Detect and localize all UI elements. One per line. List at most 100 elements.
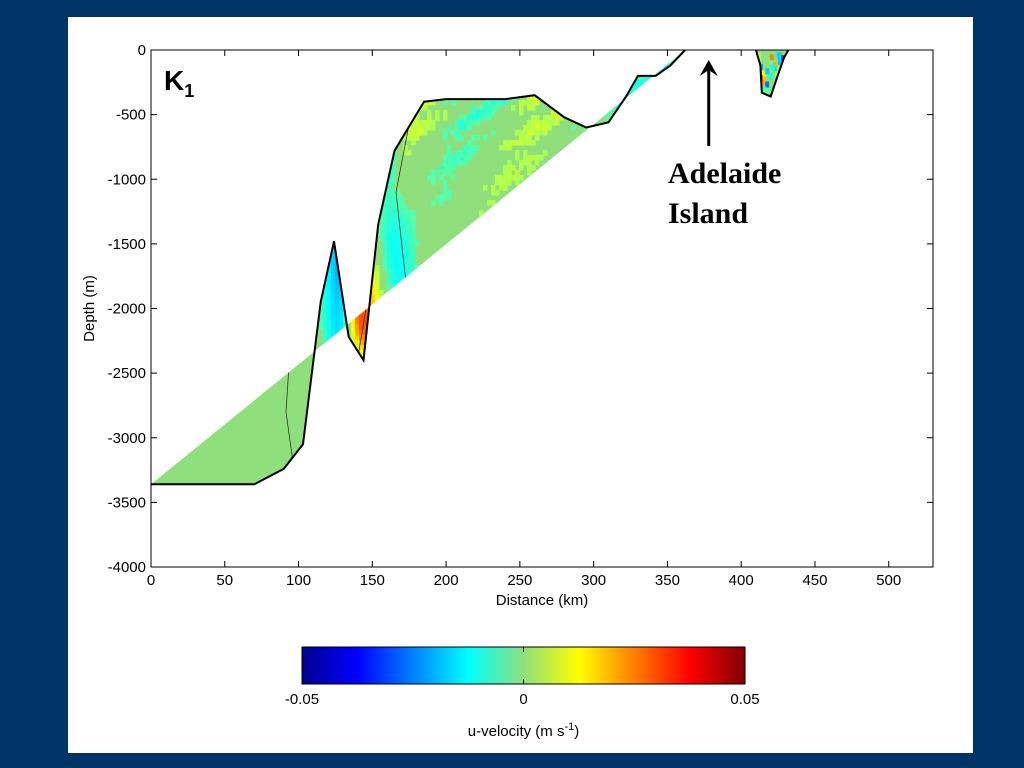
velocity-cell — [603, 50, 608, 56]
velocity-cell — [367, 195, 372, 201]
velocity-cell — [367, 375, 372, 381]
velocity-cell — [443, 180, 448, 186]
velocity-cell — [363, 105, 368, 111]
velocity-cell — [343, 435, 348, 441]
velocity-cell — [765, 81, 770, 88]
velocity-cell — [303, 195, 308, 201]
velocity-cell — [451, 480, 456, 485]
velocity-cell — [495, 60, 500, 66]
velocity-cell — [531, 100, 536, 106]
velocity-cell — [523, 85, 528, 91]
velocity-cell — [519, 160, 524, 166]
velocity-cell — [671, 85, 676, 91]
velocity-cell — [347, 425, 352, 431]
velocity-cell — [303, 75, 308, 81]
velocity-cell — [511, 55, 516, 61]
velocity-cell — [363, 130, 368, 136]
velocity-cell — [355, 185, 360, 191]
velocity-cell — [383, 170, 388, 176]
velocity-cell — [351, 260, 356, 266]
velocity-cell — [359, 285, 364, 291]
velocity-cell — [347, 400, 352, 406]
velocity-cell — [303, 170, 308, 176]
velocity-cell — [395, 435, 400, 441]
velocity-cell — [687, 75, 692, 81]
velocity-cell — [667, 90, 672, 96]
velocity-cell — [271, 165, 276, 171]
velocity-cell — [327, 85, 332, 91]
velocity-cell — [431, 430, 436, 436]
velocity-cell — [607, 210, 612, 216]
velocity-cell — [347, 350, 352, 356]
velocity-cell — [351, 315, 356, 321]
velocity-cell — [535, 115, 540, 121]
velocity-cell — [343, 260, 348, 266]
velocity-cell — [639, 85, 644, 91]
velocity-cell — [387, 200, 392, 206]
velocity-cell — [255, 190, 260, 196]
velocity-cell — [331, 280, 336, 286]
velocity-cell — [411, 455, 416, 461]
velocity-cell — [667, 120, 672, 126]
velocity-cell — [203, 65, 208, 71]
velocity-cell — [471, 55, 476, 61]
velocity-cell — [335, 395, 340, 401]
velocity-cell — [415, 420, 420, 426]
velocity-cell — [447, 170, 452, 176]
velocity-cell — [387, 210, 392, 216]
velocity-cell — [287, 325, 292, 331]
velocity-cell — [411, 225, 416, 231]
velocity-cell — [299, 65, 304, 71]
velocity-cell — [295, 100, 300, 106]
velocity-cell — [411, 315, 416, 321]
velocity-cell — [387, 320, 392, 326]
velocity-cell — [363, 110, 368, 116]
velocity-cell — [351, 185, 356, 191]
velocity-cell — [275, 145, 280, 151]
velocity-cell — [303, 105, 308, 111]
velocity-cell — [403, 395, 408, 401]
velocity-cell — [455, 90, 460, 96]
velocity-cell — [319, 235, 324, 241]
velocity-cell — [491, 100, 496, 106]
velocity-cell — [375, 385, 380, 391]
velocity-cell — [311, 135, 316, 141]
velocity-cell — [503, 50, 508, 56]
velocity-cell — [335, 225, 340, 231]
velocity-cell — [655, 55, 660, 61]
velocity-cell — [407, 260, 412, 266]
velocity-cell — [335, 195, 340, 201]
velocity-cell — [331, 315, 336, 321]
velocity-cell — [379, 400, 384, 406]
velocity-cell — [315, 290, 320, 296]
velocity-cell — [379, 385, 384, 391]
velocity-cell — [431, 440, 436, 446]
velocity-cell — [355, 220, 360, 226]
velocity-cell — [391, 205, 396, 211]
velocity-cell — [399, 305, 404, 311]
velocity-cell — [555, 55, 560, 61]
velocity-cell — [383, 150, 388, 156]
velocity-cell — [295, 115, 300, 121]
velocity-cell — [419, 60, 424, 66]
velocity-cell — [355, 190, 360, 196]
velocity-cell — [471, 110, 476, 116]
velocity-cell — [267, 125, 272, 131]
velocity-cell — [411, 445, 416, 451]
velocity-cell — [343, 385, 348, 391]
velocity-cell — [491, 70, 496, 76]
velocity-cell — [583, 130, 588, 136]
velocity-cell — [431, 480, 436, 485]
velocity-cell — [395, 375, 400, 381]
velocity-cell — [495, 215, 500, 221]
velocity-cell — [323, 125, 328, 131]
velocity-cell — [371, 145, 376, 151]
velocity-cell — [363, 375, 368, 381]
velocity-cell — [391, 215, 396, 221]
velocity-cell — [379, 55, 384, 61]
velocity-cell — [559, 170, 564, 176]
velocity-cell — [359, 265, 364, 271]
velocity-cell — [371, 395, 376, 401]
velocity-cell — [363, 455, 368, 461]
velocity-cell — [503, 200, 508, 206]
